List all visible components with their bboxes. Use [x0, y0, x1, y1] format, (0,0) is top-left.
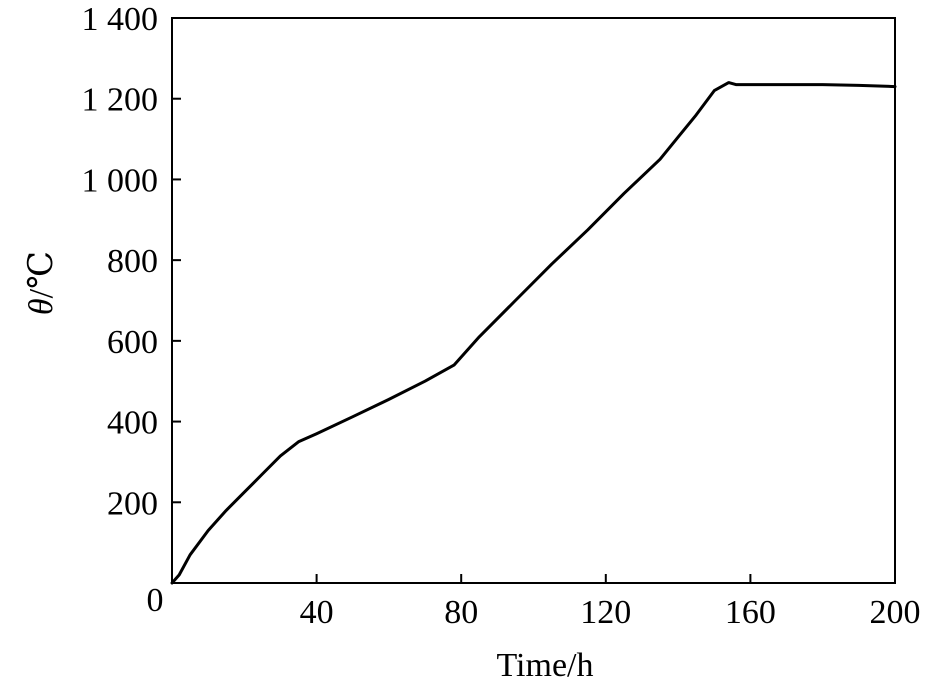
y-axis-label-unit: /℃: [23, 251, 60, 298]
y-tick-label: 200: [107, 485, 158, 522]
y-tick-label: 1 000: [82, 162, 159, 199]
series-layer: [170, 81, 897, 585]
y-axis-ticks: 200 400 600 800 1 000 1 200 1 400: [82, 1, 181, 522]
y-tick-label: 1 200: [82, 82, 159, 119]
y-tick-label: 800: [107, 243, 158, 280]
origin-label: 0: [147, 582, 164, 619]
y-axis-label-symbol: θ: [23, 298, 60, 315]
x-tick-label: 40: [300, 594, 334, 631]
x-tick-label: 80: [444, 594, 478, 631]
y-tick-label: 1 400: [82, 1, 159, 38]
plot-frame: [171, 17, 896, 584]
plot-area: [171, 17, 896, 584]
x-tick-label: 160: [725, 594, 776, 631]
x-tick-label: 120: [580, 594, 631, 631]
y-axis-label: θ/℃: [23, 251, 60, 315]
x-tick-label: 200: [870, 594, 921, 631]
x-axis-ticks: 40 80 120 160 200: [300, 574, 921, 631]
series-line: [170, 81, 897, 585]
y-tick-label: 600: [107, 324, 158, 361]
y-tick-label: 400: [107, 405, 158, 442]
x-axis-label: Time/h: [496, 647, 593, 684]
